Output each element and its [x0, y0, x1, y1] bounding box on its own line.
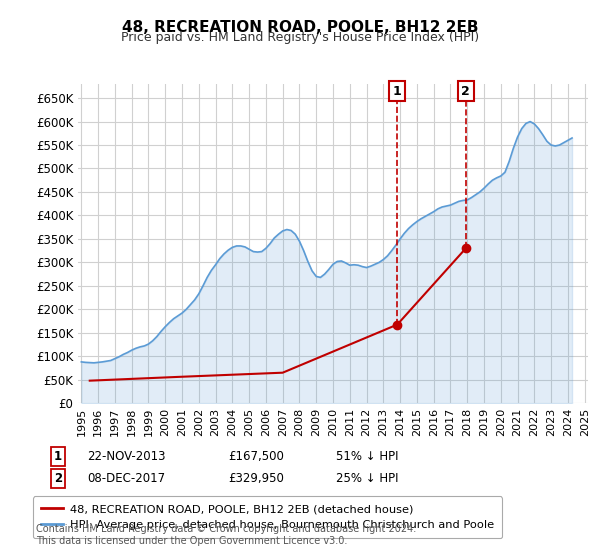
Legend: 48, RECREATION ROAD, POOLE, BH12 2EB (detached house), HPI: Average price, detac: 48, RECREATION ROAD, POOLE, BH12 2EB (de…: [32, 496, 502, 538]
Text: 51% ↓ HPI: 51% ↓ HPI: [336, 450, 398, 463]
Text: £167,500: £167,500: [228, 450, 284, 463]
Text: 08-DEC-2017: 08-DEC-2017: [87, 472, 165, 484]
Text: 1: 1: [54, 450, 62, 463]
Text: Price paid vs. HM Land Registry's House Price Index (HPI): Price paid vs. HM Land Registry's House …: [121, 31, 479, 44]
Text: 25% ↓ HPI: 25% ↓ HPI: [336, 472, 398, 484]
Text: 1: 1: [393, 85, 401, 97]
Text: 2: 2: [54, 472, 62, 484]
Text: Contains HM Land Registry data © Crown copyright and database right 2024.
This d: Contains HM Land Registry data © Crown c…: [36, 524, 416, 546]
Text: £329,950: £329,950: [228, 472, 284, 484]
Text: 2: 2: [461, 85, 470, 97]
Text: 48, RECREATION ROAD, POOLE, BH12 2EB: 48, RECREATION ROAD, POOLE, BH12 2EB: [122, 20, 478, 35]
Text: 22-NOV-2013: 22-NOV-2013: [87, 450, 166, 463]
